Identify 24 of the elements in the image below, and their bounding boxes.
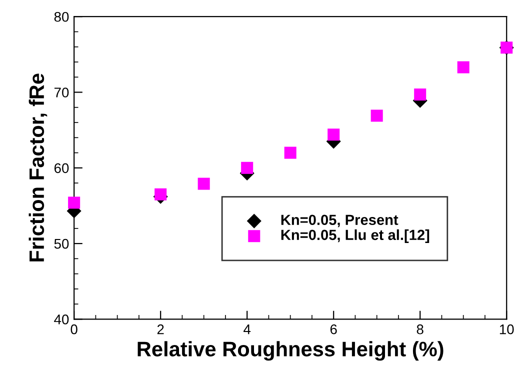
x-tick-label: 6 [330,324,337,334]
y-tick-label: 60 [54,163,69,174]
point [241,162,254,174]
point [328,128,340,141]
point [457,61,470,74]
y-axis-title: Friction Factor, fRe [28,74,48,262]
point [154,188,167,200]
point [198,178,210,190]
x-tick-label: 10 [500,324,514,334]
x-tick-label: 4 [244,324,251,334]
legend-label: Kn=0.05, Present [281,214,398,228]
y-tick-label: 80 [54,12,69,22]
y-tick-label: 40 [54,314,69,324]
x-tick-label: 0 [70,324,78,334]
x-axis-title: Relative Roughness Height (%) [138,341,444,361]
legend-label: Kn=0.05, Llu et al.[12] [281,229,430,243]
x-tick-label: 8 [416,324,424,334]
point [68,196,80,209]
y-tick-label: 70 [54,88,69,98]
point [370,110,383,122]
x-tick-label: 2 [157,324,164,334]
y-tick-label: 50 [54,238,69,249]
point [284,146,296,159]
point [414,88,426,101]
